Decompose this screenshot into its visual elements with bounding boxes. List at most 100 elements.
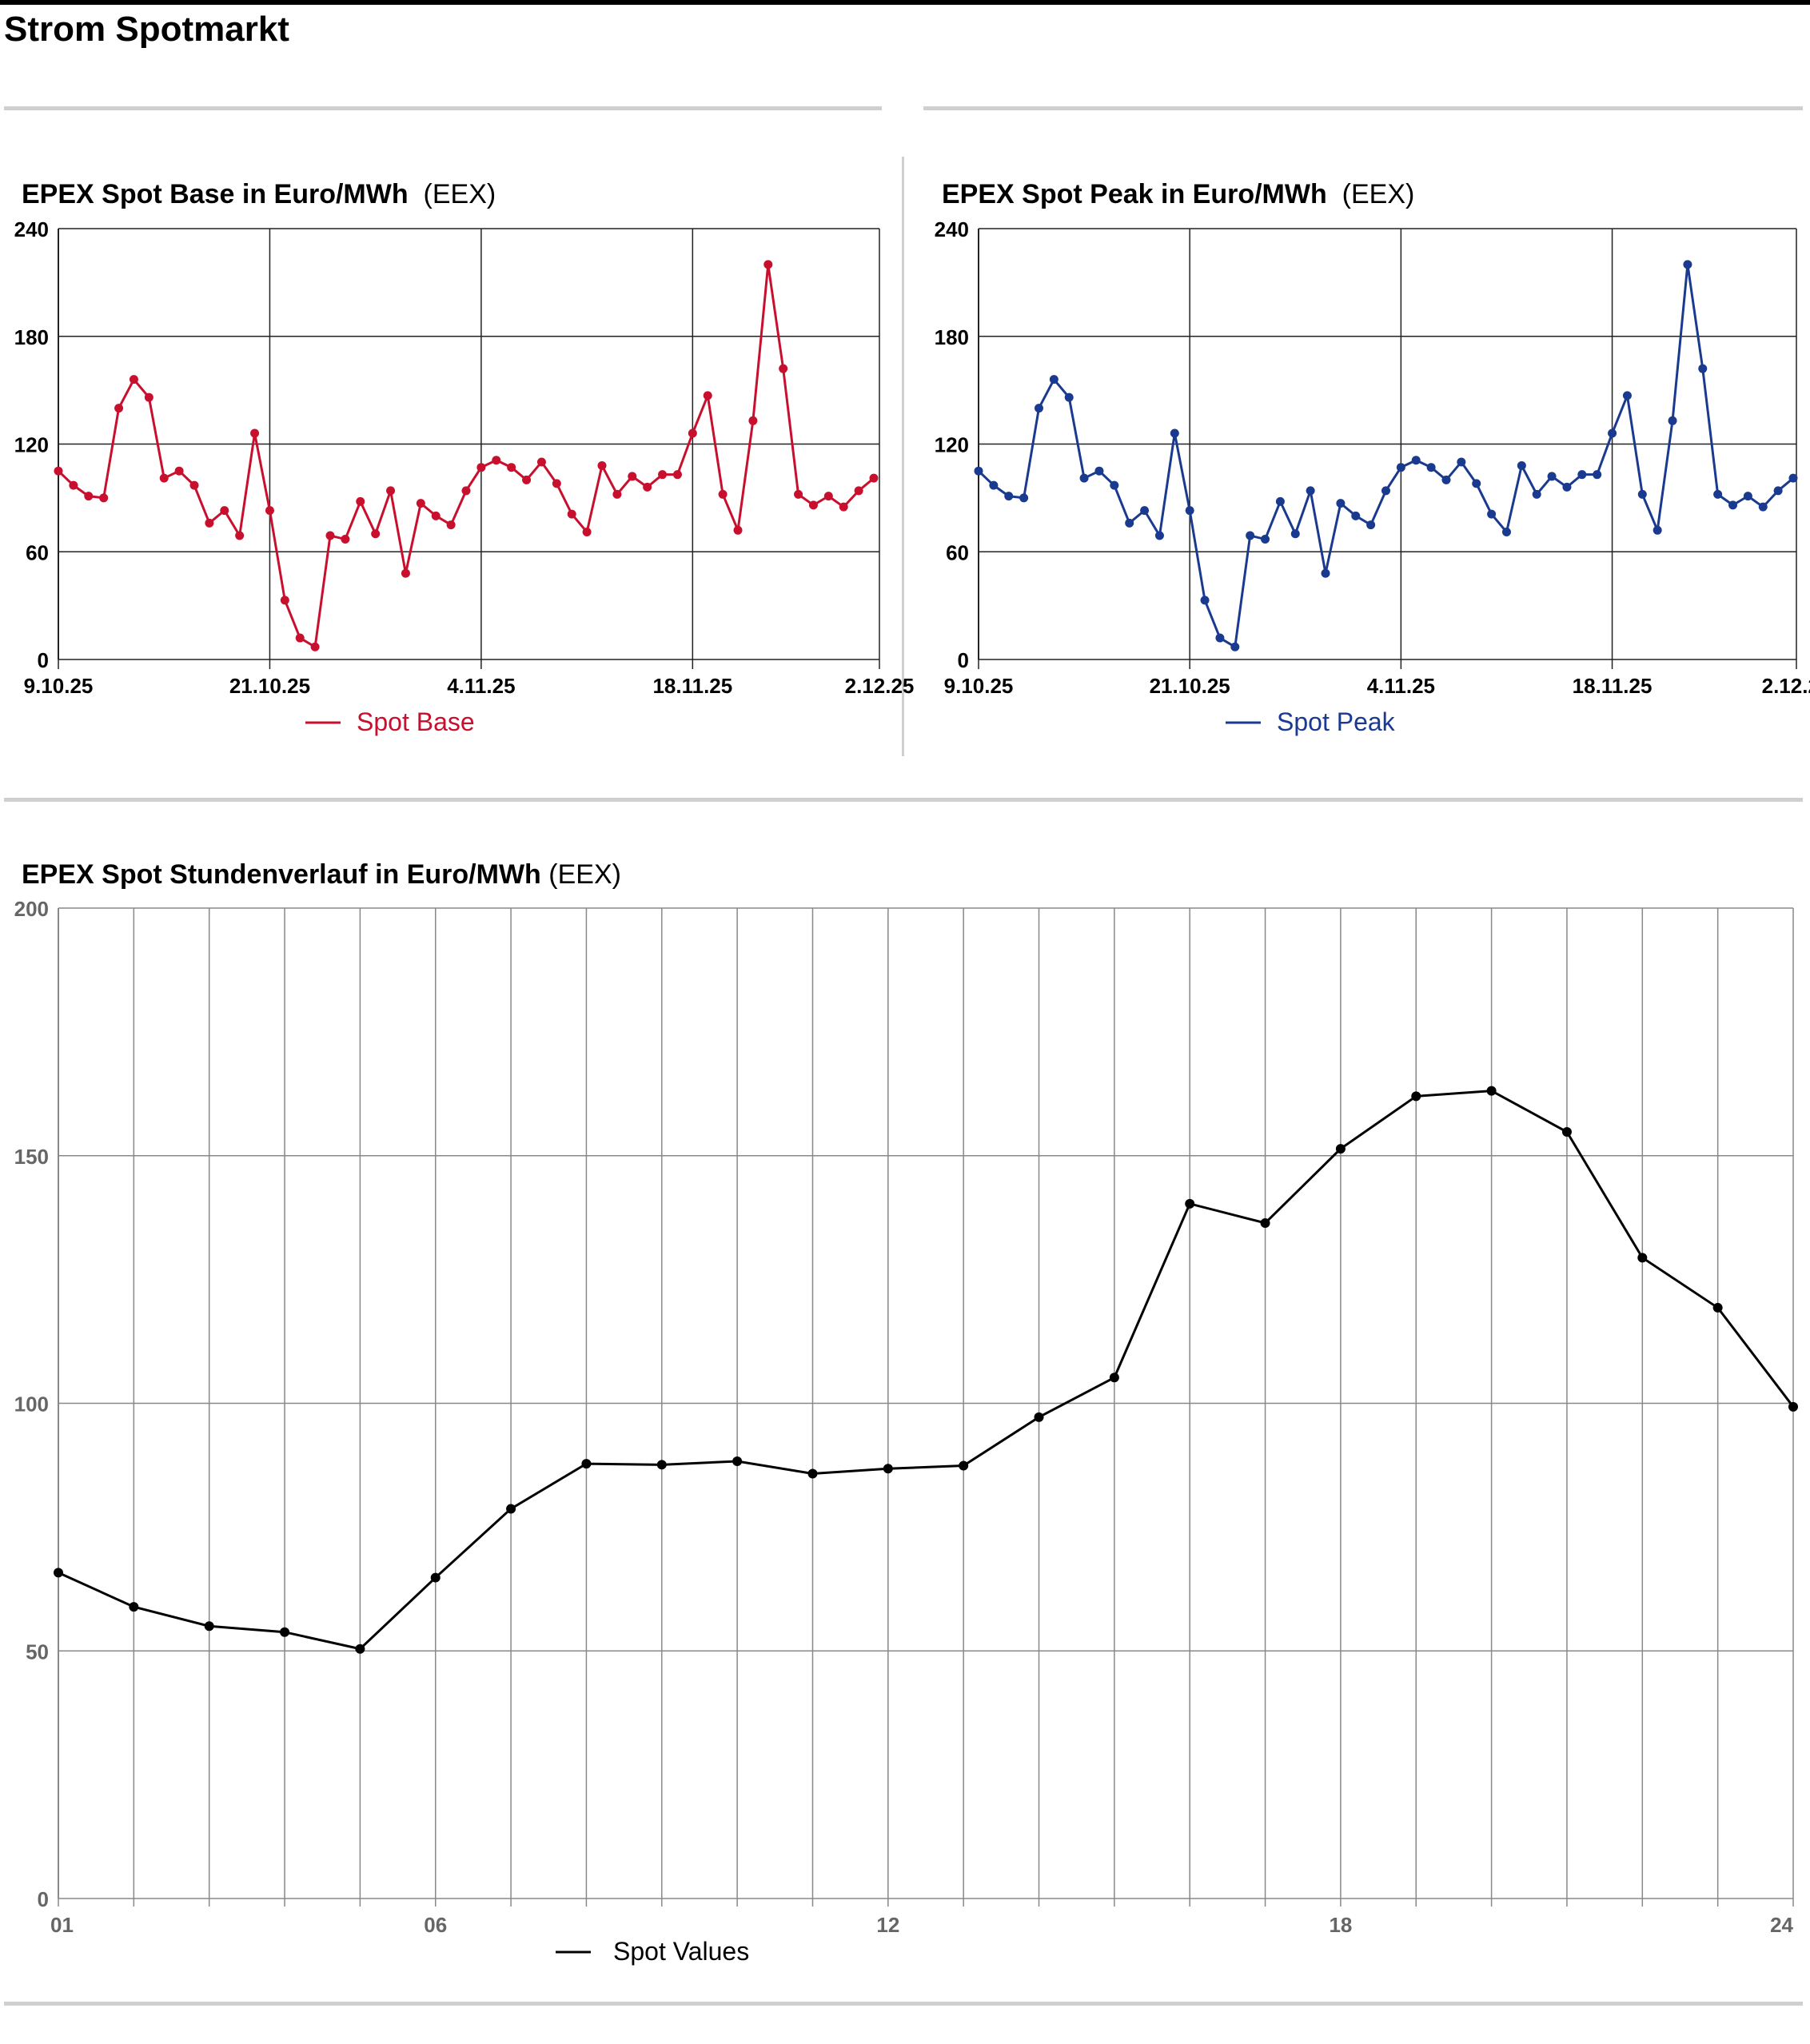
series-line (58, 1090, 1795, 1651)
data-point (280, 596, 289, 605)
data-point (1049, 375, 1058, 384)
data-point (1366, 520, 1376, 530)
y-tick-label: 100 (14, 1393, 49, 1416)
data-point (1019, 493, 1029, 503)
data-point (989, 480, 999, 490)
data-point (1637, 1253, 1648, 1263)
y-tick-label: 180 (935, 325, 969, 349)
data-point (1290, 529, 1300, 539)
data-point (341, 535, 350, 544)
data-point (84, 492, 94, 501)
y-tick-label: 150 (14, 1145, 49, 1169)
data-point (1668, 416, 1677, 425)
data-point (703, 391, 712, 400)
data-point (733, 525, 743, 535)
data-point (597, 460, 607, 470)
data-point (99, 493, 109, 503)
data-point (1517, 460, 1526, 470)
x-tick-label: 06 (424, 1913, 447, 1937)
data-point (1140, 506, 1150, 516)
chart-title-base: EPEX Spot Base in Euro/MWh (EEX) (22, 179, 496, 210)
data-point (416, 499, 425, 508)
data-point (54, 1568, 63, 1578)
data-point (1411, 456, 1421, 465)
data-point (265, 506, 274, 516)
data-point (159, 473, 169, 483)
y-tick-label: 0 (38, 1887, 49, 1911)
x-tick-label: 2.12.25 (845, 674, 915, 698)
y-tick-label: 60 (946, 540, 969, 564)
data-point (1170, 428, 1179, 438)
data-point (869, 473, 879, 483)
data-point (1246, 531, 1255, 540)
data-point (492, 456, 501, 465)
chart-title-base-text: EPEX Spot Base in Euro/MWh (22, 179, 409, 209)
data-point (959, 1460, 969, 1471)
data-point (658, 470, 668, 480)
data-point (1457, 457, 1466, 467)
data-point (129, 375, 138, 384)
chart-source-base: (EEX) (423, 179, 496, 209)
data-point (839, 502, 848, 512)
x-tick-label: 01 (50, 1913, 74, 1937)
divider-bottom (4, 2002, 1803, 2006)
data-point (1653, 525, 1662, 535)
y-tick-label: 0 (958, 648, 969, 672)
data-point (1154, 531, 1164, 540)
data-point (69, 480, 78, 490)
data-point (1034, 404, 1043, 413)
data-point (1773, 486, 1783, 496)
data-point (1336, 499, 1346, 508)
data-point (1079, 473, 1089, 483)
data-point (54, 466, 63, 476)
data-point (854, 486, 863, 496)
data-point (612, 489, 622, 499)
data-point (807, 1468, 818, 1479)
data-point (295, 633, 305, 643)
data-point (1532, 489, 1541, 499)
data-point (1185, 1198, 1195, 1209)
data-point (1094, 466, 1104, 476)
data-point (1275, 496, 1285, 506)
data-point (628, 472, 637, 481)
data-point (1622, 391, 1632, 400)
data-point (763, 260, 773, 269)
data-point (1593, 470, 1602, 480)
data-point (1335, 1144, 1346, 1154)
data-point (1200, 596, 1210, 605)
divider-right (923, 106, 1803, 110)
data-point (325, 531, 335, 540)
data-point (220, 506, 229, 516)
data-point (522, 475, 532, 484)
data-point (1472, 479, 1481, 488)
divider-left (4, 106, 882, 110)
data-point (506, 1504, 516, 1514)
data-point (1321, 568, 1330, 578)
series-line (977, 264, 1794, 649)
x-tick-label: 18.11.25 (652, 674, 732, 698)
data-point (1712, 1302, 1723, 1313)
data-point (582, 528, 592, 537)
data-point (1381, 486, 1390, 496)
data-point (205, 518, 214, 528)
x-tick-label: 21.10.25 (229, 674, 310, 698)
y-tick-label: 200 (14, 897, 49, 921)
data-point (1034, 1412, 1044, 1422)
data-point (794, 489, 803, 499)
data-point (446, 520, 456, 530)
data-point (1396, 463, 1405, 472)
x-tick-label: 12 (876, 1913, 899, 1937)
data-point (748, 416, 758, 425)
x-tick-label: 9.10.25 (944, 674, 1014, 698)
data-point (643, 482, 652, 492)
data-point (1064, 392, 1074, 402)
legend-label: Spot Values (613, 1937, 749, 1966)
data-point (1698, 364, 1708, 373)
data-point (779, 364, 788, 373)
divider-middle (4, 798, 1803, 802)
legend-label: Spot Peak (1277, 707, 1396, 736)
data-point (1185, 506, 1194, 516)
data-point (688, 428, 697, 438)
data-point (1261, 535, 1270, 544)
data-point (507, 463, 516, 472)
